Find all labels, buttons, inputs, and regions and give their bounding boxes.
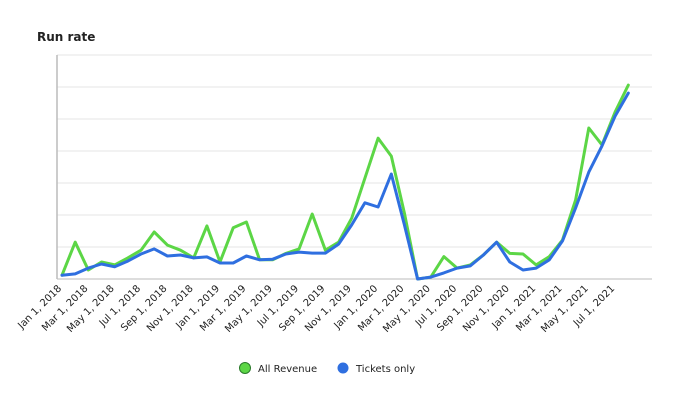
legend-label: Tickets only [355,364,415,375]
legend-marker [239,362,251,374]
series-line [60,83,630,281]
chart-title: Run rate [37,30,95,44]
legend-marker [337,362,349,374]
series-line [60,91,630,281]
legend-label: All Revenue [258,364,317,375]
